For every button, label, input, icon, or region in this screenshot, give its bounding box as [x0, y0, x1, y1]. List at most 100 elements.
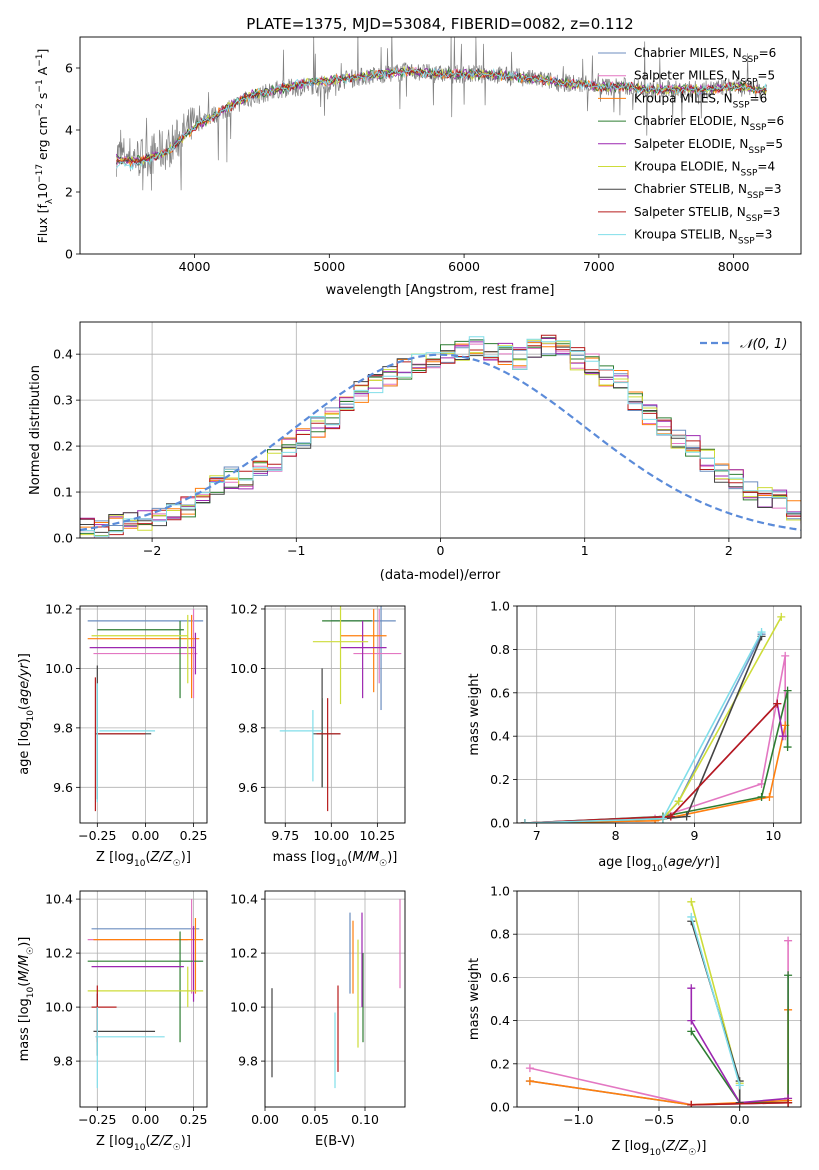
y-axis-label: mass weight: [467, 673, 482, 755]
x-tick-label: −1: [287, 543, 305, 558]
mass-weight-marker: [682, 812, 691, 821]
y-axis-label: mass weight: [467, 958, 482, 1040]
y-tick-label: 9.8: [53, 720, 73, 735]
x-axis-label: wavelength [Angstrom, rest frame]: [326, 283, 555, 298]
x-tick-label: 0.00: [251, 1112, 279, 1127]
age-vs-metallicity-panel: −0.25 0.00 0.25 9.6 9.8 10.0 10.2 Z [log10(Z/Z☉…: [17, 601, 207, 869]
x-tick-label: 0: [437, 543, 445, 558]
y-tick-label: 0.2: [490, 772, 510, 787]
mass-weight-line: [524, 703, 778, 823]
y-axis-label: mass [log10(M/M☉)]: [17, 937, 36, 1062]
y-tick-label: 0.2: [490, 1056, 510, 1071]
y-axis-label: Normed distribution: [28, 365, 43, 495]
x-tick-label: 8000: [718, 259, 750, 274]
mass-weight-marker: [777, 612, 786, 621]
x-tick-label: 0.10: [351, 1112, 379, 1127]
x-tick-label: 10.00: [313, 828, 349, 843]
figure-title: PLATE=1375, MJD=53084, FIBERID=0082, z=0…: [246, 15, 633, 33]
y-axis-label: Flux [fλ10−17 erg cm−2 s−1 A−1]: [35, 49, 55, 244]
massweight-vs-age-panel: 7 8 9 10 0.0 0.2 0.4 0.6 0.8 1.0 age [log10(age/yr…: [467, 599, 802, 874]
mass-weight-marker: [687, 1100, 696, 1107]
x-tick-label: 4000: [179, 259, 211, 274]
x-tick-label: 0.05: [301, 1112, 329, 1127]
axes-frame: [79, 321, 802, 539]
x-tick-label: 10: [765, 828, 781, 843]
model-spectrum-line: [116, 67, 767, 171]
legend-entry: Chabrier MILES, NSSP=6: [634, 46, 776, 65]
legend-entry: 𝒩(0, 1): [740, 337, 787, 352]
age-vs-mass-panel: 9.75 10.00 10.25 9.6 9.8 10.0 10.2 mass [log10(…: [230, 601, 406, 869]
legend-entry: Kroupa MILES, NSSP=6: [634, 91, 767, 110]
histogram-step: [80, 338, 801, 527]
legend-entry: Kroupa STELIB, NSSP=3: [634, 228, 772, 247]
x-axis-label: mass [log10(M/M☉)]: [273, 850, 398, 869]
legend-entry: Salpeter MILES, NSSP=5: [634, 69, 775, 88]
mass-weight-marker: [781, 651, 790, 660]
x-tick-label: 10.25: [359, 828, 395, 843]
mass-weight-marker: [520, 819, 529, 823]
x-tick-label: 9.75: [271, 828, 299, 843]
x-tick-label: 1: [581, 543, 589, 558]
x-tick-label: 8: [612, 828, 620, 843]
x-tick-label: −0.25: [78, 1112, 116, 1127]
y-tick-label: 9.8: [238, 720, 258, 735]
axes-frame: [79, 890, 208, 1108]
y-tick-label: 0: [65, 247, 73, 262]
y-tick-label: 10.0: [45, 661, 73, 676]
mass-weight-marker: [784, 936, 793, 945]
y-tick-label: 1.0: [490, 599, 510, 614]
x-axis-label: age [log10(age/yr)]: [598, 855, 720, 874]
mass-weight-marker: [773, 699, 782, 708]
axes-frame: [264, 890, 406, 1108]
x-tick-label: 7000: [583, 259, 615, 274]
y-tick-label: 4: [65, 123, 73, 138]
y-tick-label: 2: [65, 185, 73, 200]
y-tick-label: 10.4: [45, 892, 73, 907]
mass-weight-marker: [687, 1027, 696, 1036]
mass-weight-marker: [687, 897, 696, 906]
histogram-step: [80, 343, 801, 538]
y-tick-label: 0.3: [53, 393, 73, 408]
massweight-vs-metallicity-panel: −1.0 −0.5 0.0 0.0 0.2 0.4 0.6 0.8 1.0 Z [log10(Z/…: [467, 884, 802, 1158]
mass-vs-ebv-panel: 0.00 0.05 0.10 9.8 10.0 10.2 10.4 E(B-V): [230, 890, 406, 1149]
plot-area: [87, 899, 204, 1089]
y-tick-label: 10.2: [45, 946, 73, 961]
y-tick-label: 0.1: [53, 485, 73, 500]
spectrum-panel: 4000 5000 6000 7000 8000 0 2 4 6 wavelength [Angs…: [35, 36, 802, 298]
legend-entry: Salpeter STELIB, NSSP=3: [634, 205, 780, 224]
x-tick-label: 7: [533, 828, 541, 843]
y-tick-label: 0.0: [490, 816, 510, 831]
x-tick-label: −0.25: [78, 828, 116, 843]
x-tick-label: 9: [691, 828, 699, 843]
axes-frame: [516, 605, 802, 824]
plot-area: [80, 334, 801, 538]
histogram-step: [80, 339, 801, 537]
mass-weight-marker: [674, 797, 683, 806]
x-axis-label: Z [log10(Z/Z☉)]: [96, 1134, 191, 1153]
x-tick-label: 0.25: [180, 1112, 208, 1127]
histogram-step: [80, 336, 801, 537]
plot-area: [279, 606, 402, 812]
x-tick-label: 2: [725, 543, 733, 558]
plot-area: [525, 897, 793, 1107]
x-axis-label: Z [log10(Z/Z☉)]: [96, 850, 191, 869]
mass-weight-marker: [666, 812, 675, 821]
axes-frame: [264, 605, 406, 824]
mass-weight-marker: [757, 792, 766, 801]
x-tick-label: 0.00: [132, 828, 160, 843]
mass-weight-marker: [658, 814, 667, 823]
mass-weight-line: [524, 616, 782, 823]
histogram-step: [80, 337, 801, 533]
mass-weight-marker: [687, 1016, 696, 1025]
x-axis-label: Z [log10(Z/Z☉)]: [612, 1139, 707, 1158]
x-tick-label: 0.0: [730, 1112, 750, 1127]
y-tick-label: 0.6: [490, 685, 510, 700]
x-tick-label: 0.00: [132, 1112, 160, 1127]
plot-area: [116, 37, 768, 191]
y-tick-label: 10.4: [230, 892, 258, 907]
plot-area: [520, 612, 792, 823]
mass-weight-marker: [525, 1064, 534, 1073]
y-tick-label: 9.6: [238, 780, 258, 795]
legend-entry: Salpeter ELODIE, NSSP=5: [634, 137, 783, 156]
